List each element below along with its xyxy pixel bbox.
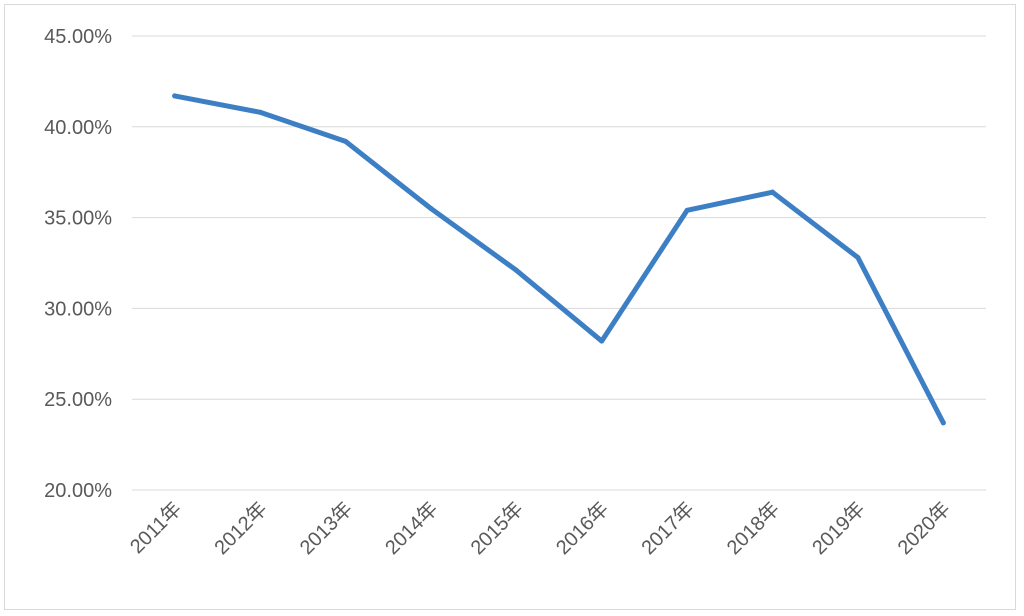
- y-tick-label: 45.00%: [44, 26, 112, 48]
- y-tick-label: 30.00%: [44, 298, 112, 320]
- x-tick-label: 2019年: [808, 497, 870, 559]
- y-tick-label: 25.00%: [44, 389, 112, 411]
- data-point: [428, 206, 434, 212]
- y-tick-label: 40.00%: [44, 117, 112, 139]
- x-tick-label: 2014年: [381, 497, 443, 559]
- data-point: [855, 255, 861, 261]
- x-tick-label: 2013年: [295, 497, 357, 559]
- data-point: [343, 138, 348, 144]
- data-point: [172, 93, 178, 99]
- data-point: [770, 189, 775, 195]
- y-tick-label: 20.00%: [44, 480, 112, 502]
- data-point: [684, 207, 690, 213]
- x-tick-label: 2017年: [637, 497, 699, 559]
- x-tick-label: 2016年: [551, 497, 613, 559]
- x-tick-label: 2018年: [722, 497, 784, 559]
- data-point: [599, 338, 605, 344]
- x-tick-label: 2012年: [210, 497, 272, 559]
- data-point: [257, 109, 263, 115]
- x-tick-label: 2015年: [466, 497, 528, 559]
- x-tick-label: 2020年: [893, 497, 955, 559]
- x-tick-label: 2011年: [125, 497, 186, 558]
- chart-area: [4, 4, 1016, 610]
- data-point: [940, 420, 946, 426]
- y-tick-label: 35.00%: [44, 208, 112, 230]
- series-line: [172, 93, 946, 426]
- data-point: [513, 267, 519, 273]
